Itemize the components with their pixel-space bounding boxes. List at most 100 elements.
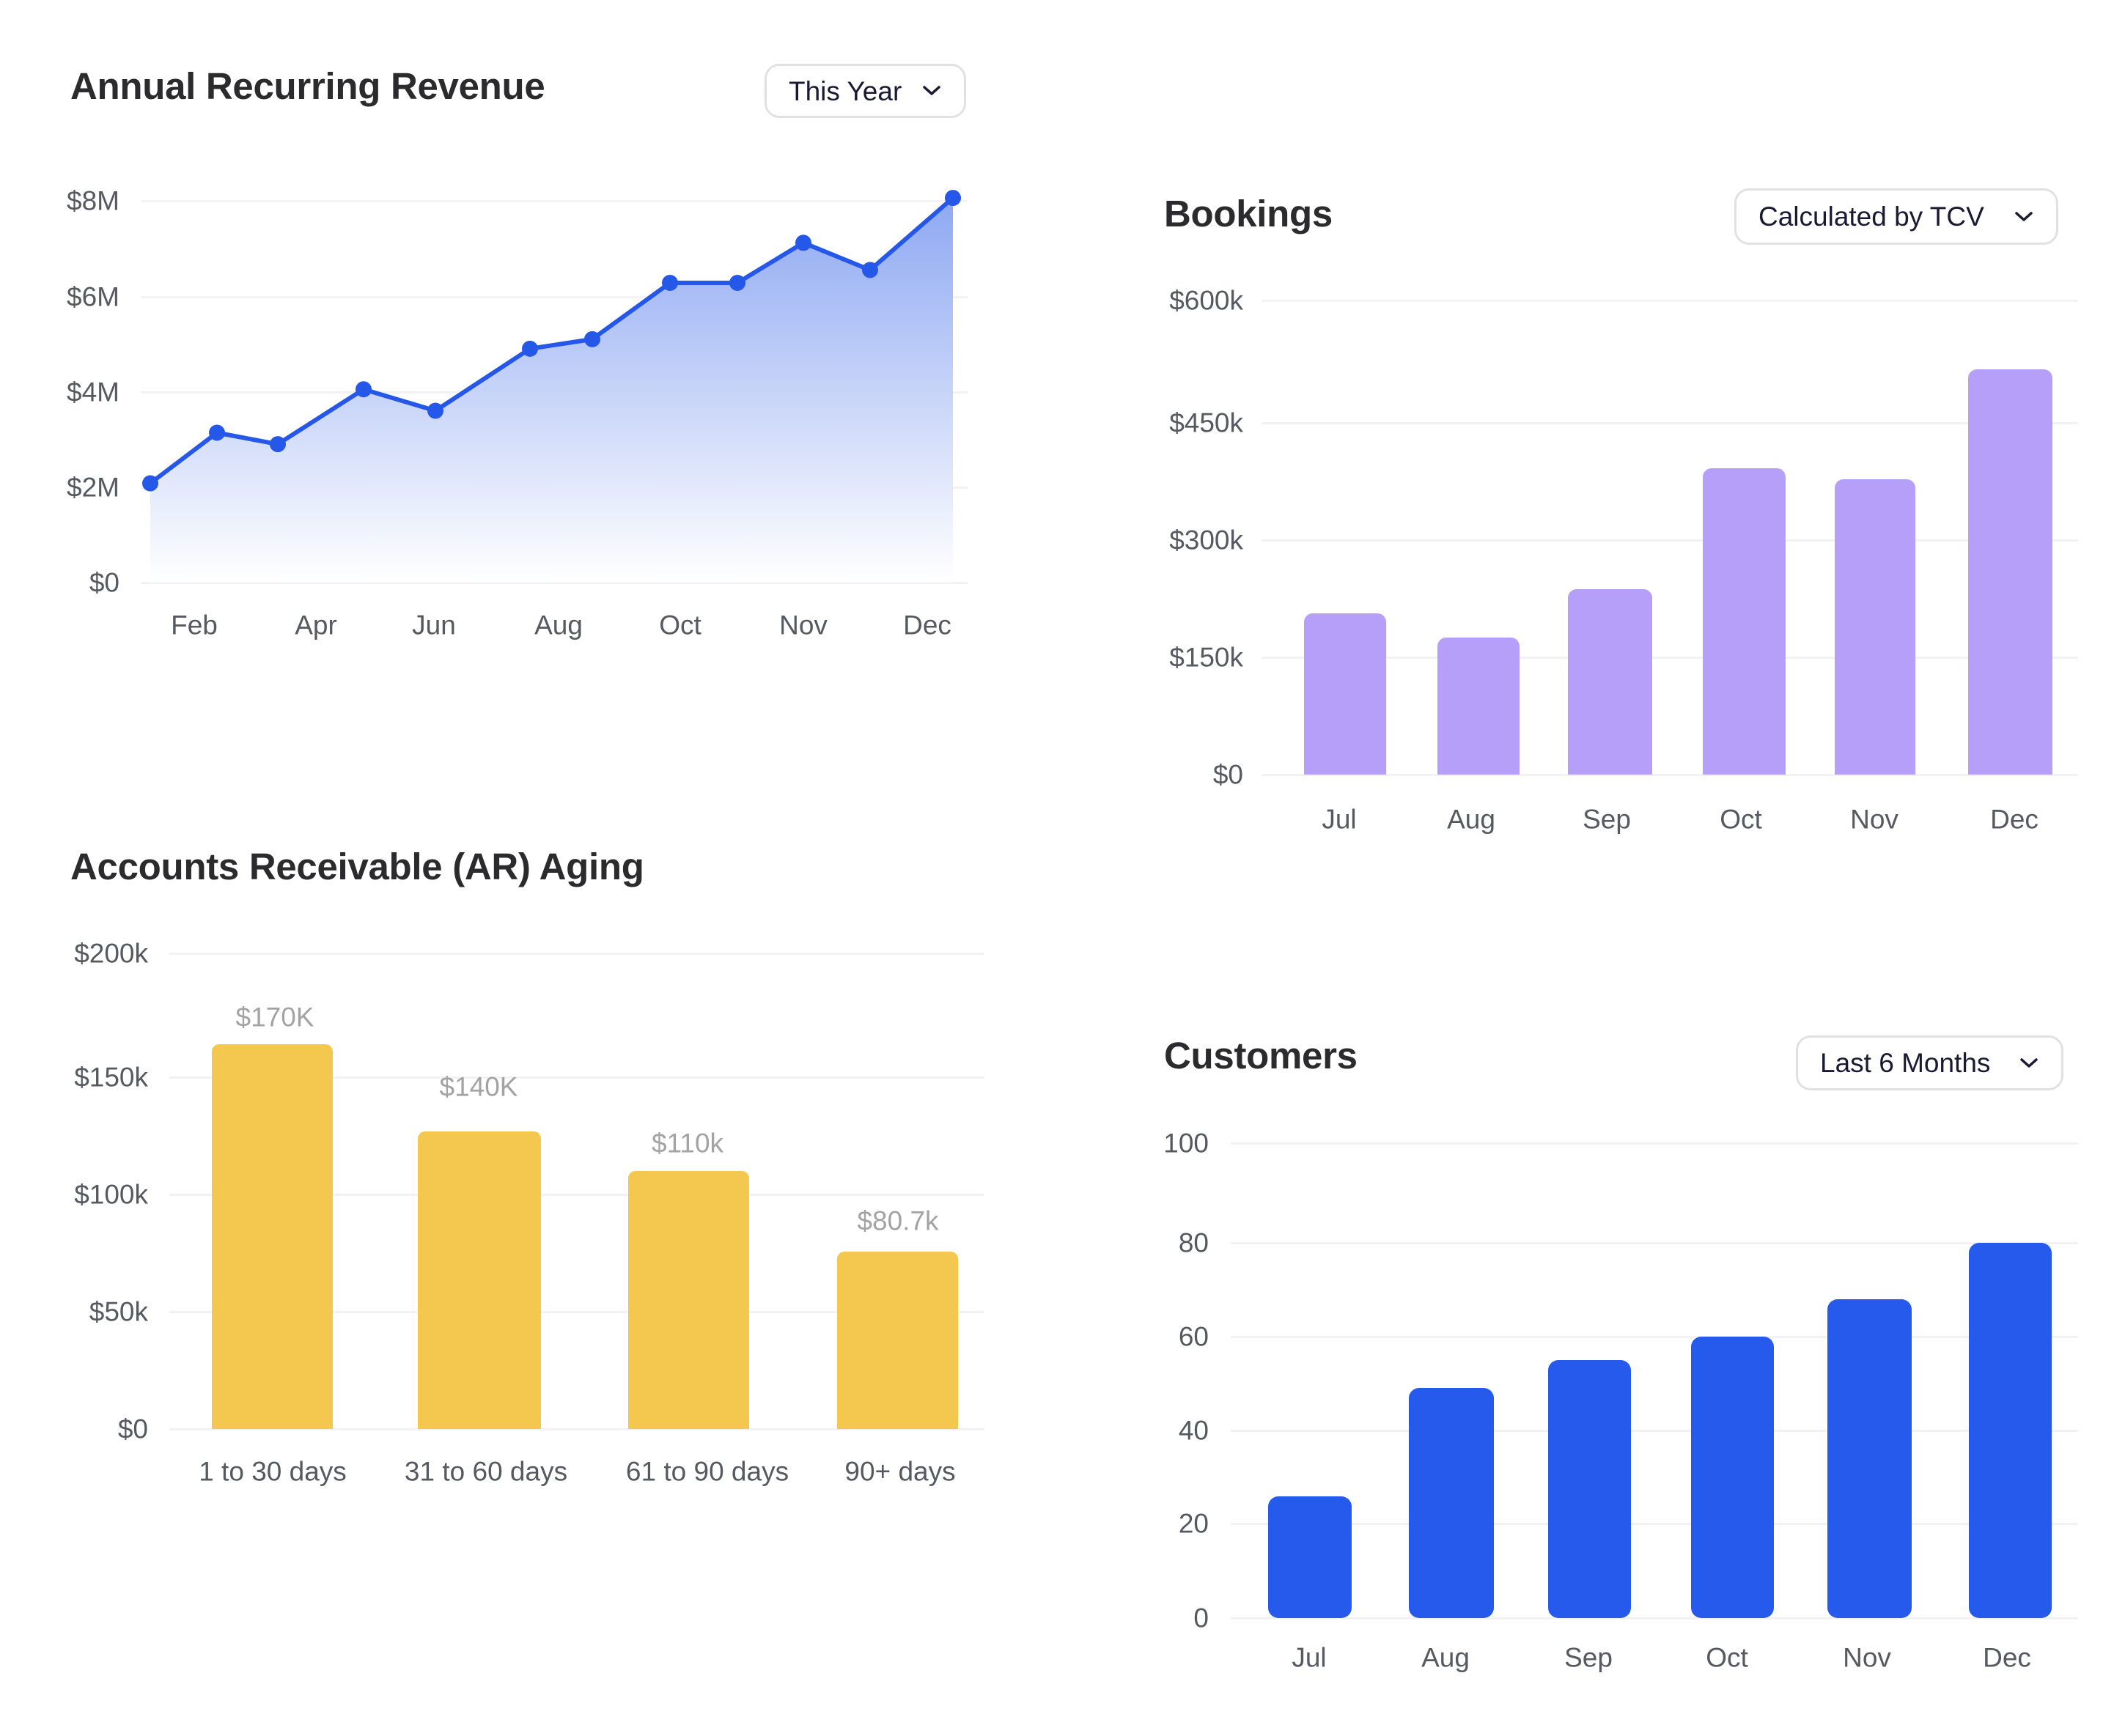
x-axis-label: Nov [1843, 1642, 1891, 1673]
arr-data-point[interactable] [356, 381, 372, 398]
bookings-bar[interactable] [1835, 479, 1915, 775]
bookings-calculation-dropdown-label: Calculated by TCV [1758, 202, 1984, 232]
gridline [1262, 300, 2078, 302]
chevron-down-icon [921, 81, 942, 101]
bookings-bar[interactable] [1568, 589, 1652, 775]
x-axis-label: Dec [1983, 1642, 2031, 1673]
chevron-down-icon [2014, 207, 2034, 227]
y-axis-label: 40 [1178, 1415, 1209, 1446]
gridline [1231, 1430, 2078, 1432]
bar-value-label: $80.7k [857, 1205, 939, 1236]
arr-area-fill [150, 198, 953, 583]
ar_aging-bar[interactable] [212, 1044, 333, 1429]
y-axis-label: $100k [74, 1179, 148, 1210]
customers-period-dropdown-label: Last 6 Months [1820, 1048, 1991, 1078]
gridline [1231, 1242, 2078, 1244]
gridline [1231, 1142, 2078, 1145]
gridline [1231, 1617, 2078, 1619]
x-axis-label: Aug [534, 610, 583, 640]
arr-data-point[interactable] [795, 234, 811, 251]
arr-data-point[interactable] [729, 275, 745, 292]
arr-panel: Annual Recurring Revenue This Year $0 $2M… [0, 0, 1026, 703]
arr-data-point[interactable] [662, 275, 678, 292]
customers-bar[interactable] [1409, 1388, 1494, 1618]
bookings-title: Bookings [1164, 193, 1333, 234]
arr-period-dropdown[interactable]: This Year [765, 64, 966, 118]
y-axis-label: $6M [67, 281, 119, 312]
y-axis-label: 100 [1163, 1128, 1209, 1159]
x-axis-label: Dec [903, 610, 951, 640]
x-axis-label: Feb [171, 610, 218, 640]
gridline [169, 953, 984, 955]
gridline [169, 1311, 984, 1313]
arr-data-point[interactable] [862, 262, 878, 278]
x-axis-label: Sep [1583, 804, 1631, 835]
x-axis-label: Oct [659, 610, 701, 640]
bookings-bar[interactable] [1304, 613, 1386, 775]
gridline [1262, 657, 2078, 659]
customers-bar[interactable] [1691, 1337, 1774, 1618]
bookings-bar[interactable] [1437, 638, 1520, 775]
x-axis-label: Nov [779, 610, 828, 640]
arr-period-dropdown-label: This Year [789, 75, 902, 106]
bar-value-label: $140K [439, 1071, 518, 1102]
y-axis-label: $50k [89, 1296, 148, 1327]
arr-area-plot [142, 190, 961, 583]
x-axis-label: 61 to 90 days [625, 1456, 789, 1487]
ar_aging-bar[interactable] [628, 1171, 749, 1429]
ar_aging-bar[interactable] [837, 1252, 958, 1429]
customers-period-dropdown[interactable]: Last 6 Months [1796, 1035, 2063, 1090]
customers-title: Customers [1164, 1035, 1358, 1076]
customers-bar[interactable] [1268, 1496, 1352, 1618]
y-axis-label: $450k [1169, 407, 1243, 438]
x-axis-label: Aug [1421, 1642, 1470, 1673]
y-axis-label: 80 [1178, 1227, 1209, 1258]
x-axis-label: 31 to 60 days [404, 1456, 568, 1487]
arr-data-point[interactable] [584, 330, 600, 347]
gridline [1262, 422, 2078, 424]
bookings-calculation-dropdown[interactable]: Calculated by TCV [1734, 188, 2058, 245]
gridline [169, 1076, 984, 1079]
y-axis-label: $200k [74, 938, 148, 969]
gridline [1231, 1336, 2078, 1338]
arr-data-point[interactable] [522, 340, 538, 357]
y-axis-label: $2M [67, 472, 119, 503]
gridline [141, 296, 968, 298]
arr-title: Annual Recurring Revenue [70, 65, 545, 107]
arr-data-point[interactable] [945, 190, 961, 207]
x-axis-label: Jun [412, 610, 456, 640]
ar-aging-title: Accounts Receivable (AR) Aging [70, 846, 644, 887]
x-axis-label: Nov [1850, 804, 1898, 835]
x-axis-label: Jul [1292, 1642, 1327, 1673]
arr-data-point[interactable] [209, 424, 225, 441]
y-axis-label: $150k [74, 1062, 148, 1093]
customers-bar[interactable] [1827, 1299, 1912, 1618]
y-axis-label: $8M [67, 185, 119, 216]
arr-data-point[interactable] [270, 436, 286, 453]
bar-value-label: $170K [235, 1002, 314, 1033]
arr-data-point[interactable] [427, 402, 443, 419]
ar_aging-bar[interactable] [418, 1131, 541, 1429]
x-axis-label: Oct [1720, 804, 1762, 835]
bookings-bar[interactable] [1968, 369, 2052, 775]
arr-data-point[interactable] [142, 475, 158, 492]
y-axis-label: $0 [1212, 759, 1243, 790]
x-axis-label: Apr [295, 610, 337, 640]
y-axis-label: $0 [117, 1414, 148, 1444]
x-axis-label: 90+ days [844, 1456, 956, 1487]
y-axis-label: 0 [1193, 1603, 1209, 1633]
customers-bar[interactable] [1969, 1243, 2052, 1618]
y-axis-label: $150k [1169, 642, 1243, 673]
x-axis-label: Dec [1990, 804, 2038, 835]
x-axis-label: Aug [1447, 804, 1495, 835]
gridline [1231, 1523, 2078, 1525]
y-axis-label: $300k [1169, 525, 1243, 555]
customers-bar[interactable] [1548, 1360, 1631, 1618]
bar-value-label: $110k [651, 1128, 724, 1159]
gridline [1262, 539, 2078, 542]
y-axis-label: $4M [67, 377, 119, 407]
gridline [141, 200, 968, 202]
x-axis-label: Oct [1706, 1642, 1748, 1673]
y-axis-label: 60 [1178, 1321, 1209, 1352]
bookings-bar[interactable] [1703, 468, 1786, 775]
